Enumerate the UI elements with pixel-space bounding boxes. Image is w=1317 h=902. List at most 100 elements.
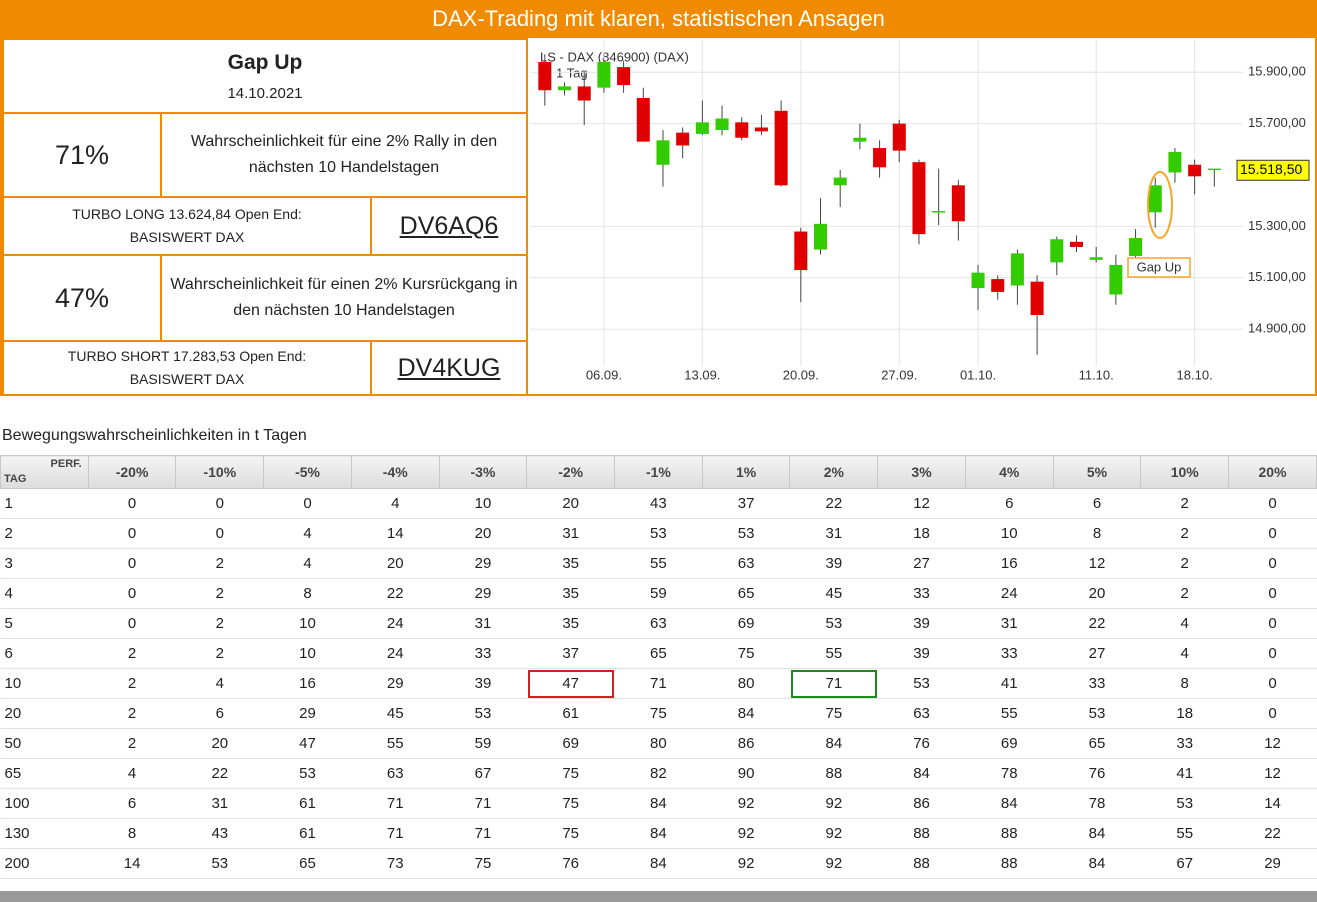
candle-body bbox=[1207, 168, 1221, 171]
cell: 55 bbox=[965, 698, 1054, 729]
cell: 55 bbox=[351, 728, 440, 759]
table-row: 200 14 53 65 73 75 76 84 92 92 88 88 84 67 29 bbox=[0, 848, 1317, 879]
short-wkn-link[interactable]: DV4KUG bbox=[397, 353, 501, 382]
candle-body bbox=[597, 61, 611, 88]
cell: 80 bbox=[702, 668, 790, 699]
cell: 10 bbox=[965, 518, 1054, 549]
table-row: 2 0 0 4 14 20 31 53 53 31 18 10 8 2 0 bbox=[0, 518, 1317, 549]
candle-body bbox=[558, 86, 572, 91]
x-tick-label: 06.09. bbox=[586, 367, 622, 382]
table-row: 50 2 20 47 55 59 69 80 86 84 76 69 65 33 12 bbox=[0, 728, 1317, 759]
cell: 0 bbox=[1228, 488, 1317, 519]
short-probability: 47% bbox=[2, 254, 162, 342]
column-header: 1% bbox=[701, 455, 791, 489]
long-wkn-link[interactable]: DV6AQ6 bbox=[399, 211, 499, 240]
cell: 12 bbox=[1228, 758, 1317, 789]
cell: 71 bbox=[351, 818, 440, 849]
candle-body bbox=[715, 118, 729, 131]
cell: 31 bbox=[965, 608, 1054, 639]
cell: 0 bbox=[175, 518, 264, 549]
cell: 20 bbox=[439, 518, 527, 549]
y-tick-label: 15.300,00 bbox=[1248, 218, 1306, 233]
chart: LS - DAX (846900) (DAX) 1 Tag 15.900,00 1… bbox=[530, 40, 1310, 382]
column-header: 10% bbox=[1140, 455, 1230, 489]
panel-title: Gap Up bbox=[227, 50, 303, 74]
corner-top: PERF. bbox=[50, 458, 82, 470]
row-label: 5 bbox=[0, 608, 89, 639]
cell: 18 bbox=[877, 518, 966, 549]
cell: 55 bbox=[1140, 818, 1229, 849]
candle-body bbox=[735, 122, 749, 138]
cell: 86 bbox=[702, 728, 790, 759]
table-row: 4 0 2 8 22 29 35 59 65 45 33 24 20 2 0 bbox=[0, 578, 1317, 609]
corner-bottom: TAG bbox=[4, 473, 27, 485]
cell: 0 bbox=[88, 518, 176, 549]
cell: 31 bbox=[526, 518, 615, 549]
table-row: 10 2 4 16 29 39 47 71 80 71 53 41 33 8 0 bbox=[0, 668, 1317, 699]
cell: 0 bbox=[263, 488, 352, 519]
cell: 88 bbox=[965, 818, 1054, 849]
chart-title: LS - DAX (846900) (DAX) bbox=[540, 49, 689, 64]
table-row: 100 6 31 61 71 71 75 84 92 92 86 84 78 53 14 bbox=[0, 788, 1317, 819]
cell: 8 bbox=[263, 578, 352, 609]
cell: 20 bbox=[1053, 578, 1141, 609]
cell: 37 bbox=[702, 488, 790, 519]
cell: 92 bbox=[702, 848, 790, 879]
cell: 22 bbox=[1228, 818, 1317, 849]
candle-body bbox=[1168, 151, 1182, 173]
cell: 0 bbox=[1228, 698, 1317, 729]
annotation-box bbox=[1127, 257, 1191, 278]
x-tick-label: 27.09. bbox=[881, 367, 917, 382]
chart-subtitle: 1 Tag bbox=[556, 65, 588, 80]
candle-body bbox=[538, 61, 552, 91]
cell: 0 bbox=[1228, 548, 1317, 579]
corner-cell: PERF. TAG bbox=[0, 455, 89, 489]
cell: 92 bbox=[789, 788, 878, 819]
cell: 2 bbox=[88, 728, 176, 759]
cell: 14 bbox=[351, 518, 440, 549]
cell: 2 bbox=[175, 608, 264, 639]
y-tick-label: 15.900,00 bbox=[1248, 64, 1306, 79]
long-wkn-cell: DV6AQ6 bbox=[370, 196, 528, 256]
short-wkn-cell: DV4KUG bbox=[370, 340, 528, 396]
cell: 35 bbox=[526, 608, 615, 639]
candle-body bbox=[754, 127, 768, 132]
cell: 2 bbox=[175, 548, 264, 579]
candle-body bbox=[1069, 241, 1083, 247]
cell: 33 bbox=[1053, 668, 1141, 699]
cell: 76 bbox=[877, 728, 966, 759]
cell: 6 bbox=[1053, 488, 1141, 519]
cell: 84 bbox=[789, 728, 878, 759]
cell: 69 bbox=[702, 608, 790, 639]
cell: 12 bbox=[877, 488, 966, 519]
cell: 29 bbox=[351, 668, 440, 699]
candle-body bbox=[892, 123, 906, 151]
cell: 75 bbox=[526, 818, 615, 849]
cell: 59 bbox=[439, 728, 527, 759]
cell: 76 bbox=[526, 848, 615, 879]
cell: 16 bbox=[965, 548, 1054, 579]
cell: 53 bbox=[702, 518, 790, 549]
cell: 53 bbox=[263, 758, 352, 789]
candle-body bbox=[833, 177, 847, 186]
cell: 41 bbox=[965, 668, 1054, 699]
long-text: Wahrscheinlichkeit für eine 2% Rally in … bbox=[160, 112, 528, 198]
candle-body bbox=[971, 272, 985, 289]
cell: 14 bbox=[88, 848, 176, 879]
cell: 39 bbox=[439, 668, 527, 699]
cell: 73 bbox=[351, 848, 440, 879]
cell: 84 bbox=[1053, 848, 1141, 879]
y-tick-label: 14.900,00 bbox=[1248, 321, 1306, 336]
table-row: 65 4 22 53 63 67 75 82 90 88 84 78 76 41 12 bbox=[0, 758, 1317, 789]
cell: 92 bbox=[789, 848, 878, 879]
cell: 20 bbox=[526, 488, 615, 519]
cell: 24 bbox=[351, 608, 440, 639]
cell: 8 bbox=[88, 818, 176, 849]
cell: 33 bbox=[439, 638, 527, 669]
short-product-line: BASISWERT DAX bbox=[129, 371, 245, 387]
column-header: -1% bbox=[614, 455, 703, 489]
candle-body bbox=[873, 148, 887, 168]
cell: 65 bbox=[702, 578, 790, 609]
long-product-line: TURBO LONG 13.624,84 Open End: bbox=[72, 206, 302, 222]
cell: 84 bbox=[877, 758, 966, 789]
